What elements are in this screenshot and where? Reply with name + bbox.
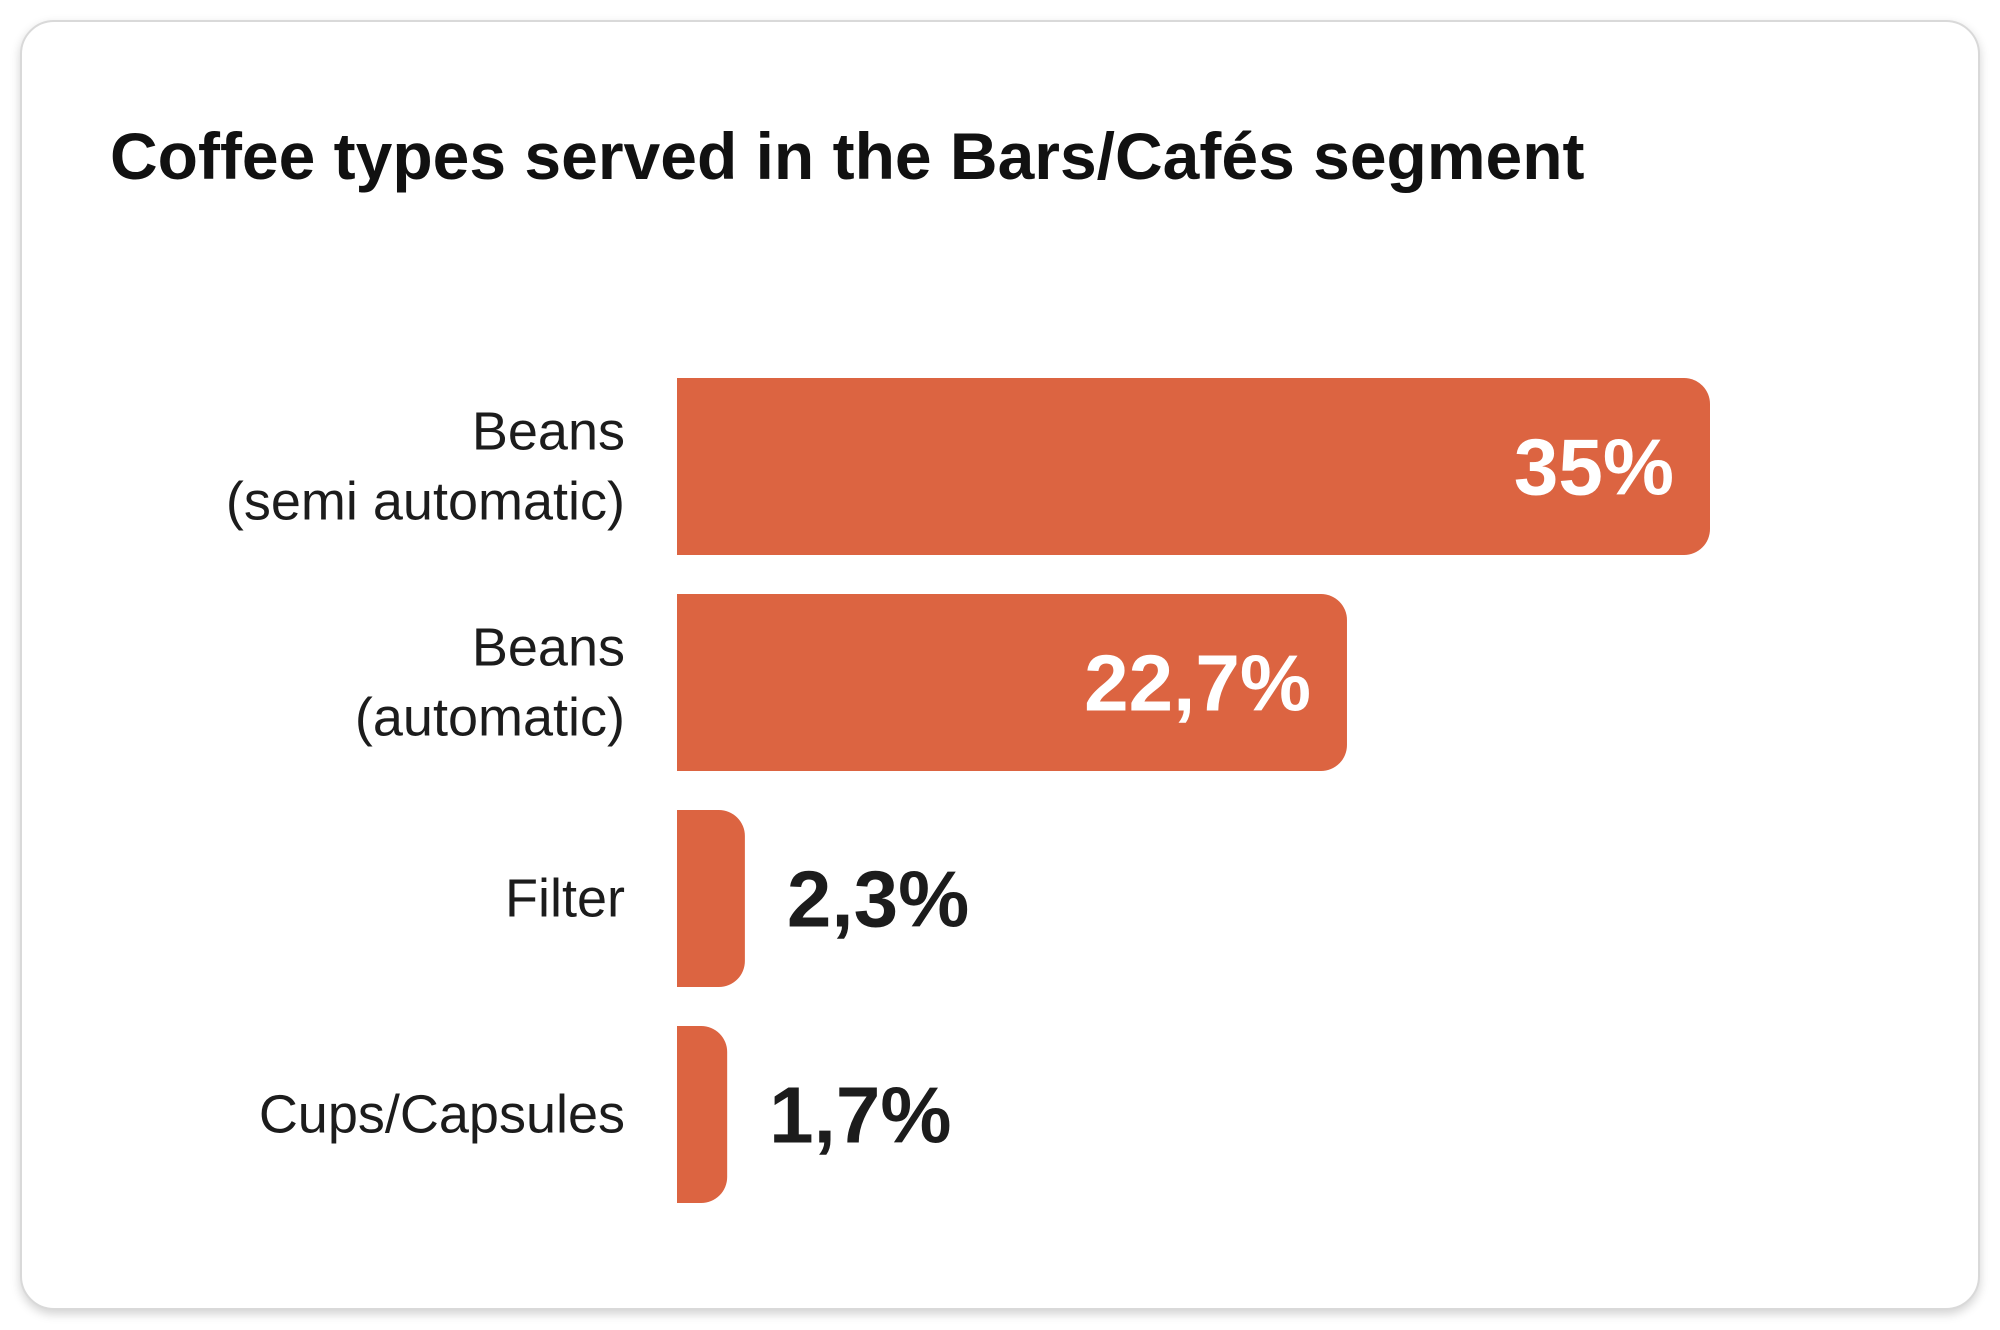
category-label: Filter [505,869,625,929]
category-label: Beans (automatic) [355,618,625,748]
value-label: 22,7% [1084,639,1311,728]
bar-3 [677,810,745,987]
category-label: Cups/Capsules [259,1085,625,1145]
value-label: 35% [1514,423,1674,512]
value-label: 1,7% [769,1071,951,1160]
bar-2 [677,594,1347,771]
value-label: 2,3% [787,855,969,944]
chart-title: Coffee types served in the Bars/Cafés se… [110,119,1585,193]
bar-1 [677,378,1710,555]
category-label: Beans (semi automatic) [226,402,625,532]
bar-4 [677,1026,728,1203]
